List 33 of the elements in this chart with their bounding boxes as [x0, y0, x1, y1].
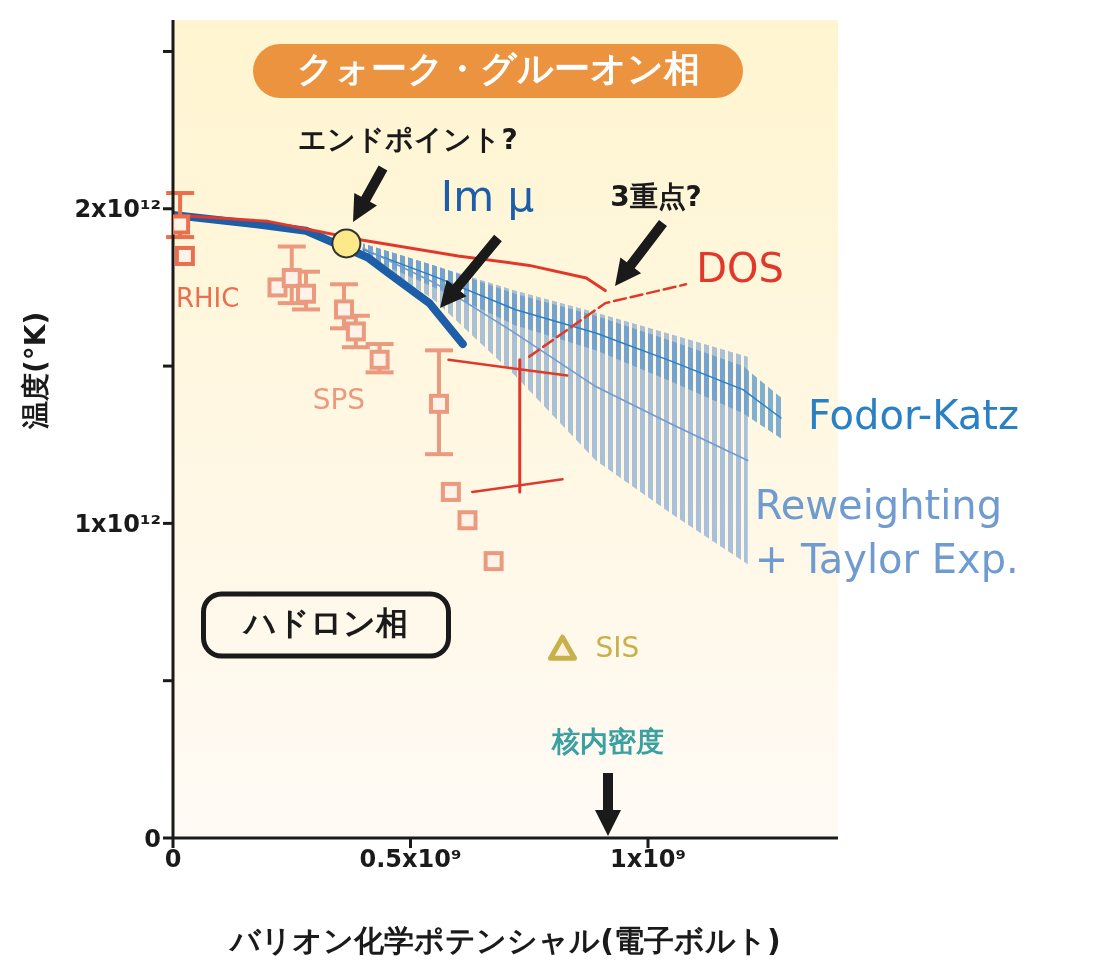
point [296, 283, 316, 304]
series-label: SPS [312, 383, 366, 417]
point [457, 510, 478, 531]
x-tick-label: 0.5x10⁹ [359, 845, 462, 874]
text: DOS [696, 244, 784, 291]
point [429, 393, 449, 414]
point [548, 634, 577, 661]
y-axis-title: 温度(°K) [18, 311, 52, 430]
point [440, 481, 461, 502]
point [345, 321, 366, 342]
series-label: Im μ [440, 171, 535, 221]
annotation: ハドロン相 [242, 604, 408, 642]
series-label: SIS [595, 631, 640, 665]
x-tick-label: 0 [164, 845, 182, 874]
series-label: Reweighting + Taylor Exp. [754, 482, 1019, 583]
point [281, 267, 302, 288]
point [173, 214, 191, 235]
point [174, 245, 195, 266]
series-label: Fodor-Katz [808, 391, 1019, 438]
y-tick-label: 2x10¹² [74, 195, 161, 224]
x-axis-title: バリオン化学ポテンシャル(電子ボルト) [228, 923, 781, 958]
point [483, 551, 504, 572]
annotation: エンドポイント? [298, 123, 518, 156]
annotation: クォーク・グルーオン相 [296, 48, 700, 89]
y-tick-label: 1x10¹² [74, 509, 161, 538]
y-tick-label: 0 [144, 824, 161, 853]
annotation: 核内密度 [551, 725, 664, 758]
x-tick-label: 1x10⁹ [609, 845, 687, 874]
point [334, 299, 354, 320]
annotation: 3重点? [610, 180, 702, 213]
point [331, 228, 362, 259]
series-label: RHIC [175, 282, 240, 313]
point [369, 349, 390, 370]
